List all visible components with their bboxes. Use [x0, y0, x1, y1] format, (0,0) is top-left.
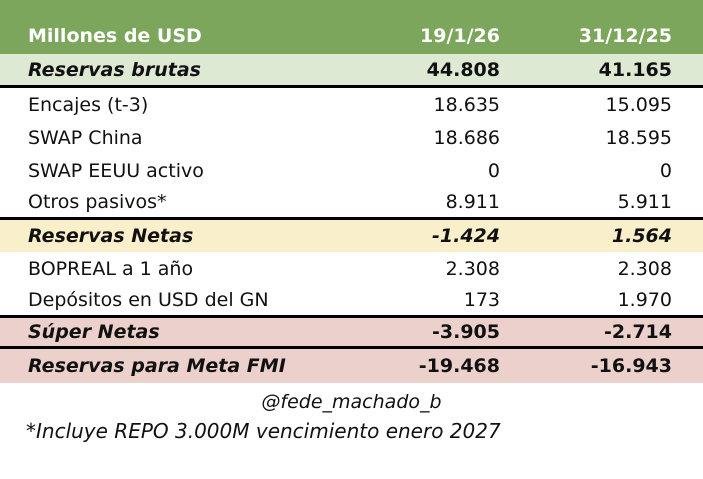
row-value-2: 5.911 — [617, 191, 672, 213]
row-value-2: 1.564 — [611, 225, 672, 247]
row-value-2: 41.165 — [598, 58, 672, 81]
row-label: Encajes (t-3) — [28, 93, 149, 116]
table-row-swap-china: SWAP China 18.686 18.595 — [0, 121, 703, 154]
row-value-1: -19.468 — [418, 355, 500, 377]
table-row-encajes: Encajes (t-3) 18.635 15.095 — [0, 88, 703, 121]
row-value-2: 15.095 — [605, 93, 672, 116]
row-label: BOPREAL a 1 año — [28, 257, 194, 280]
row-value-1: 2.308 — [445, 257, 500, 280]
row-label: SWAP China — [28, 126, 143, 149]
row-value-2: 18.595 — [605, 126, 672, 149]
row-value-2: 1.970 — [617, 289, 672, 311]
table-row-meta-fmi: Reservas para Meta FMI -19.468 -16.943 — [0, 349, 703, 383]
row-value-1: -3.905 — [432, 321, 500, 343]
row-label: SWAP EEUU activo — [28, 159, 204, 182]
header-label: Millones de USD — [28, 25, 202, 47]
table-row-reservas-brutas: Reservas brutas 44.808 41.165 — [0, 54, 703, 88]
row-value-1: 18.686 — [433, 126, 500, 149]
row-value-1: 8.911 — [445, 191, 500, 213]
row-value-1: 18.635 — [433, 93, 500, 116]
row-value-2: -16.943 — [590, 355, 672, 377]
row-value-1: 44.808 — [426, 58, 500, 81]
row-label: Depósitos en USD del GN — [28, 289, 269, 311]
row-label: Reservas Netas — [28, 225, 194, 247]
row-label: Reservas para Meta FMI — [28, 355, 286, 377]
table-row-depositos-gn: Depósitos en USD del GN 173 1.970 — [0, 285, 703, 318]
author-handle: @fede_machado_b — [261, 391, 442, 413]
reserves-table: Millones de USD 19/1/26 31/12/25 Reserva… — [0, 0, 703, 383]
table-row-swap-eeuu: SWAP EEUU activo 0 0 — [0, 154, 703, 187]
row-label: Súper Netas — [28, 321, 160, 343]
table-row-bopreal: BOPREAL a 1 año 2.308 2.308 — [0, 252, 703, 285]
repo-footnote: *Incluye REPO 3.000M vencimiento enero 2… — [26, 419, 501, 443]
header-col-date-1: 19/1/26 — [420, 25, 500, 47]
row-value-2: -2.714 — [604, 321, 672, 343]
table-row-super-netas: Súper Netas -3.905 -2.714 — [0, 318, 703, 349]
row-label: Reservas brutas — [28, 58, 201, 81]
header-col-date-2: 31/12/25 — [578, 25, 672, 47]
table-row-reservas-netas: Reservas Netas -1.424 1.564 — [0, 220, 703, 252]
row-value-2: 2.308 — [617, 257, 672, 280]
table-header-row: Millones de USD 19/1/26 31/12/25 — [0, 0, 703, 54]
row-value-2: 0 — [659, 159, 672, 182]
table-row-otros-pasivos: Otros pasivos* 8.911 5.911 — [0, 187, 703, 220]
row-value-1: 173 — [463, 289, 500, 311]
row-value-1: 0 — [487, 159, 500, 182]
row-label: Otros pasivos* — [28, 191, 167, 213]
row-value-1: -1.424 — [432, 225, 500, 247]
